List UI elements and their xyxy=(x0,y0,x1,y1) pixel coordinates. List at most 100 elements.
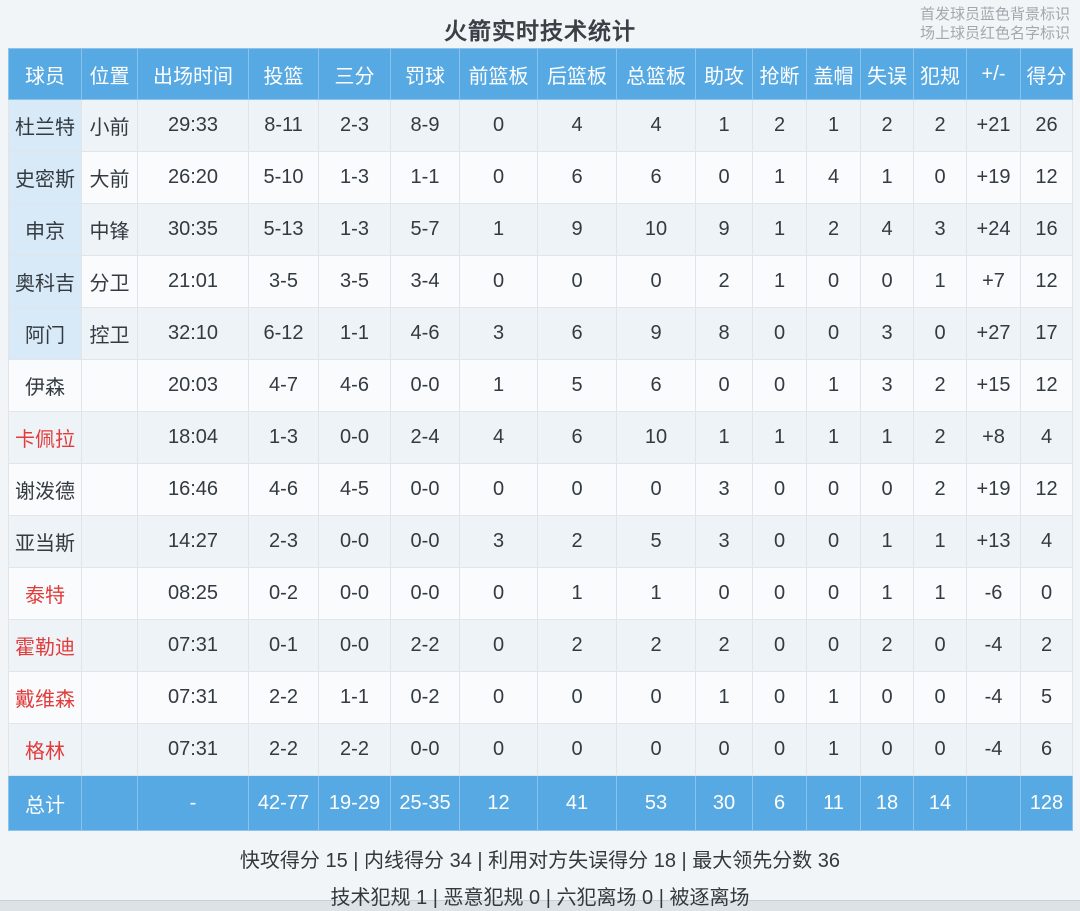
stat-cell-tp: 2-3 xyxy=(318,99,391,152)
player-name-cell: 史密斯 xyxy=(8,151,82,204)
stat-cell-pos xyxy=(81,671,138,724)
stat-cell-ft: 1-1 xyxy=(390,151,460,204)
player-name-cell: 亚当斯 xyxy=(8,515,82,568)
stat-cell-tp: 1-1 xyxy=(318,307,391,360)
total-row: 总计 - 42-77 19-29 25-35 12 41 53 30 6 11 … xyxy=(8,775,1073,831)
legend-starter-note: 首发球员蓝色背景标识 xyxy=(919,6,1070,23)
player-row: 申京 中锋 30:35 5-13 1-3 5-7 1 9 10 9 1 2 4 3 +24 16 xyxy=(8,203,1073,256)
stat-cell-trb: 0 xyxy=(616,671,696,724)
stat-cell-pf: 1 xyxy=(913,255,967,308)
total-pf: 14 xyxy=(913,775,967,831)
player-name-cell: 申京 xyxy=(8,203,82,256)
stat-cell-pos: 分卫 xyxy=(81,255,138,308)
player-row: 奥科吉 分卫 21:01 3-5 3-5 3-4 0 0 0 2 1 0 0 1 +7 12 xyxy=(8,255,1073,308)
column-header: 投篮 xyxy=(248,48,319,100)
stat-cell-time: 07:31 xyxy=(137,671,249,724)
stat-cell-time: 26:20 xyxy=(137,151,249,204)
stat-cell-fg: 2-2 xyxy=(248,723,319,776)
stat-cell-pos: 大前 xyxy=(81,151,138,204)
stat-cell-pm: +8 xyxy=(966,411,1021,464)
stat-cell-stl: 1 xyxy=(752,411,807,464)
column-header: 罚球 xyxy=(390,48,460,100)
stat-cell-fg: 0-2 xyxy=(248,567,319,620)
stat-cell-orb: 0 xyxy=(459,255,538,308)
stat-cell-pf: 3 xyxy=(913,203,967,256)
stat-cell-ft: 0-2 xyxy=(390,671,460,724)
stat-cell-pts: 17 xyxy=(1020,307,1073,360)
stat-cell-fg: 5-10 xyxy=(248,151,319,204)
stat-cell-orb: 3 xyxy=(459,515,538,568)
stat-cell-orb: 4 xyxy=(459,411,538,464)
stat-cell-orb: 0 xyxy=(459,99,538,152)
stat-cell-pf: 0 xyxy=(913,619,967,672)
stat-cell-pm: +7 xyxy=(966,255,1021,308)
stat-cell-blk: 0 xyxy=(806,463,861,516)
stat-cell-tov: 1 xyxy=(860,411,914,464)
legend-note: 首发球员蓝色背景标识 场上球员红色名字标识 xyxy=(920,5,1070,43)
stat-cell-drb: 4 xyxy=(537,99,617,152)
stat-cell-blk: 0 xyxy=(806,567,861,620)
stat-cell-ast: 1 xyxy=(695,671,753,724)
total-pts: 128 xyxy=(1020,775,1073,831)
stat-cell-pts: 16 xyxy=(1020,203,1073,256)
stat-cell-tov: 2 xyxy=(860,619,914,672)
stat-cell-tov: 1 xyxy=(860,151,914,204)
stat-cell-ft: 4-6 xyxy=(390,307,460,360)
stat-cell-ft: 8-9 xyxy=(390,99,460,152)
stat-cell-pf: 2 xyxy=(913,359,967,412)
total-ft: 25-35 xyxy=(390,775,460,831)
stat-cell-pts: 0 xyxy=(1020,567,1073,620)
stat-cell-ast: 0 xyxy=(695,723,753,776)
page-title: 火箭实时技术统计 xyxy=(444,18,636,44)
stat-cell-fg: 8-11 xyxy=(248,99,319,152)
stat-cell-pos xyxy=(81,619,138,672)
stat-cell-tov: 3 xyxy=(860,359,914,412)
total-ast: 30 xyxy=(695,775,753,831)
stat-cell-drb: 2 xyxy=(537,515,617,568)
player-name-cell: 格林 xyxy=(8,723,82,776)
player-row: 亚当斯 14:27 2-3 0-0 0-0 3 2 5 3 0 0 1 1 +13 4 xyxy=(8,515,1073,568)
stat-cell-drb: 5 xyxy=(537,359,617,412)
stat-cell-fg: 2-2 xyxy=(248,671,319,724)
stat-cell-drb: 0 xyxy=(537,463,617,516)
stat-cell-drb: 9 xyxy=(537,203,617,256)
stat-cell-tp: 4-6 xyxy=(318,359,391,412)
stat-cell-tov: 1 xyxy=(860,567,914,620)
stat-cell-pts: 6 xyxy=(1020,723,1073,776)
stat-cell-pm: +15 xyxy=(966,359,1021,412)
stat-cell-orb: 0 xyxy=(459,151,538,204)
stat-cell-trb: 6 xyxy=(616,359,696,412)
stat-cell-blk: 4 xyxy=(806,151,861,204)
stat-cell-tp: 4-5 xyxy=(318,463,391,516)
column-header: 失误 xyxy=(860,48,914,100)
stat-cell-drb: 6 xyxy=(537,411,617,464)
stat-cell-ast: 1 xyxy=(695,411,753,464)
stat-cell-orb: 0 xyxy=(459,567,538,620)
stat-cell-fg: 1-3 xyxy=(248,411,319,464)
stat-cell-pf: 1 xyxy=(913,567,967,620)
stat-cell-pf: 2 xyxy=(913,99,967,152)
stat-cell-ft: 0-0 xyxy=(390,463,460,516)
stat-cell-stl: 0 xyxy=(752,723,807,776)
stat-cell-tov: 4 xyxy=(860,203,914,256)
stat-cell-tov: 1 xyxy=(860,515,914,568)
column-header: 总篮板 xyxy=(616,48,696,100)
stat-cell-ast: 9 xyxy=(695,203,753,256)
stat-cell-trb: 0 xyxy=(616,723,696,776)
stat-cell-drb: 0 xyxy=(537,255,617,308)
stat-cell-fg: 2-3 xyxy=(248,515,319,568)
stat-cell-ast: 2 xyxy=(695,619,753,672)
player-name-cell: 泰特 xyxy=(8,567,82,620)
stat-cell-ast: 0 xyxy=(695,151,753,204)
stat-cell-drb: 2 xyxy=(537,619,617,672)
stat-cell-time: 14:27 xyxy=(137,515,249,568)
stat-cell-blk: 1 xyxy=(806,359,861,412)
stat-cell-pf: 0 xyxy=(913,307,967,360)
team-scoring-summary: 快攻得分 15 | 内线得分 34 | 利用对方失误得分 18 | 最大领先分数… xyxy=(239,850,841,872)
player-row: 霍勒迪 07:31 0-1 0-0 2-2 0 2 2 2 0 0 2 0 -4 2 xyxy=(8,619,1073,672)
column-header: 位置 xyxy=(81,48,138,100)
stat-cell-stl: 0 xyxy=(752,307,807,360)
stat-cell-pm: -4 xyxy=(966,723,1021,776)
stat-cell-tov: 0 xyxy=(860,255,914,308)
